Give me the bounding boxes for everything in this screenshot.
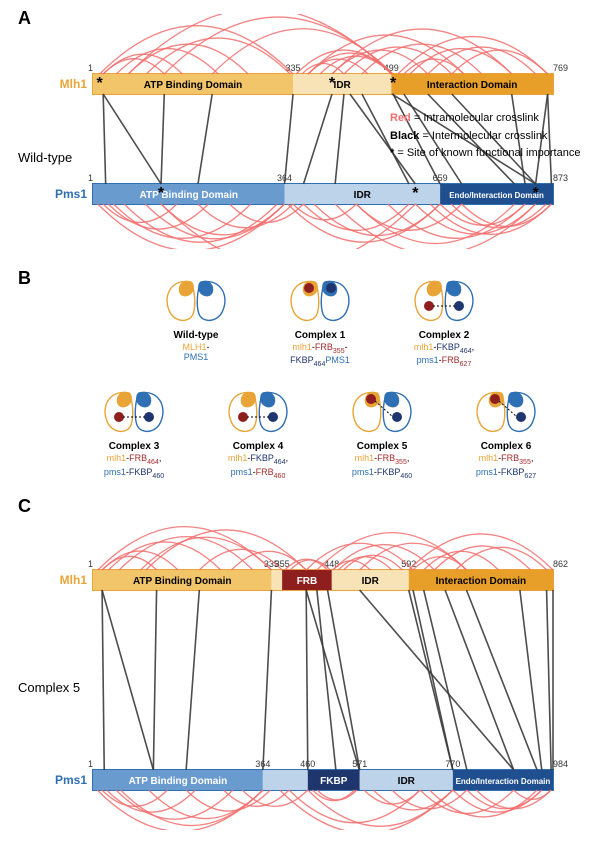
svg-text:*: * [412,185,419,202]
svg-text:*: * [96,75,103,92]
complex-caption-1: Complex 1 mlh1-FRB355- FKBP464PMS1 [290,330,350,369]
panel-c-svg: ATP Binding Domain FRB IDR Interaction Doma… [38,510,598,830]
legend-star-desc: = Site of known functional importance [394,147,580,159]
legend-red-label: Red [390,112,411,124]
complex-caption-6: Complex 6 mlh1-FRB355, pms1-FKBP627 [476,441,536,480]
legend-red-desc: = Intramolecular crosslink [411,112,539,124]
legend-black: Black = Intermolecular crosslink [390,128,580,146]
complex5-label: Complex 5 [18,680,80,695]
complex-caption-4: Complex 4 mlh1-FKBP464, pms1-FRB460 [228,441,288,480]
legend: Red = Intramolecular crosslink Black = I… [390,110,580,163]
complex-caption-0: Wild-type MLH1- PMS1 [174,330,219,362]
wild-type-label: Wild-type [18,150,72,165]
svg-text:IDR: IDR [354,190,372,201]
svg-text:Mlh1: Mlh1 [60,77,88,91]
svg-text:*: * [329,75,336,92]
complex-mini-1: Complex 1 mlh1-FRB355- FKBP464PMS1 [265,276,375,369]
svg-text:1: 1 [88,63,93,73]
svg-text:862: 862 [553,559,568,569]
legend-star: * = Site of known functional importance [390,145,580,163]
complex-mini-2: Complex 2 mlh1-FKBP464, pms1-FRB627 [389,276,499,369]
svg-text:IDR: IDR [334,80,352,91]
svg-text:*: * [390,75,397,92]
complex-mini-0: Wild-type MLH1- PMS1 [141,276,251,369]
panel-label-a: A [18,8,31,29]
svg-text:Endo/Interaction Domain: Endo/Interaction Domain [456,777,551,786]
complex-caption-3: Complex 3 mlh1-FRB464, pms1-FKBP460 [104,441,164,480]
svg-text:*: * [532,185,539,202]
svg-text:FKBP: FKBP [320,776,348,787]
svg-text:ATP Binding Domain: ATP Binding Domain [139,190,238,201]
svg-text:Interaction Domain: Interaction Domain [427,80,518,91]
svg-text:FRB: FRB [297,576,318,587]
legend-red: Red = Intramolecular crosslink [390,110,580,128]
legend-black-desc: = Intermolecular crosslink [419,130,547,142]
svg-text:IDR: IDR [362,576,380,587]
svg-text:IDR: IDR [398,776,416,787]
complex-mini-5: Complex 5 mlh1-FRB355, pms1-FKBP460 [327,387,437,480]
complex-mini-4: Complex 4 mlh1-FKBP464, pms1-FRB460 [203,387,313,480]
svg-text:769: 769 [553,63,568,73]
svg-text:ATP Binding Domain: ATP Binding Domain [129,776,228,787]
complex-mini-6: Complex 6 mlh1-FRB355, pms1-FKBP627 [451,387,561,480]
panel-label-c: C [18,496,31,517]
complex-mini-3: Complex 3 mlh1-FRB464, pms1-FKBP460 [79,387,189,480]
panel-label-b: B [18,268,31,289]
svg-text:Endo/Interaction Domain: Endo/Interaction Domain [449,191,544,200]
svg-text:1: 1 [88,173,93,183]
complex-caption-2: Complex 2 mlh1-FKBP464, pms1-FRB627 [414,330,474,369]
svg-text:873: 873 [553,173,568,183]
svg-text:Pms1: Pms1 [55,773,87,787]
panel-b-complexes: Wild-type MLH1- PMS1 Complex 1 mlh1-FRB35… [60,276,580,480]
figure-root: A ATP Binding Domain IDR Interaction Domai… [0,0,605,857]
svg-text:Mlh1: Mlh1 [60,573,88,587]
svg-text:1: 1 [88,759,93,769]
complex-caption-5: Complex 5 mlh1-FRB355, pms1-FKBP460 [352,441,412,480]
svg-text:ATP Binding Domain: ATP Binding Domain [133,576,232,587]
legend-black-label: Black [390,130,419,142]
svg-text:984: 984 [553,759,568,769]
svg-text:Interaction Domain: Interaction Domain [436,576,527,587]
svg-text:*: * [158,185,165,202]
svg-text:Pms1: Pms1 [55,187,87,201]
svg-text:ATP Binding Domain: ATP Binding Domain [144,80,243,91]
svg-text:1: 1 [88,559,93,569]
